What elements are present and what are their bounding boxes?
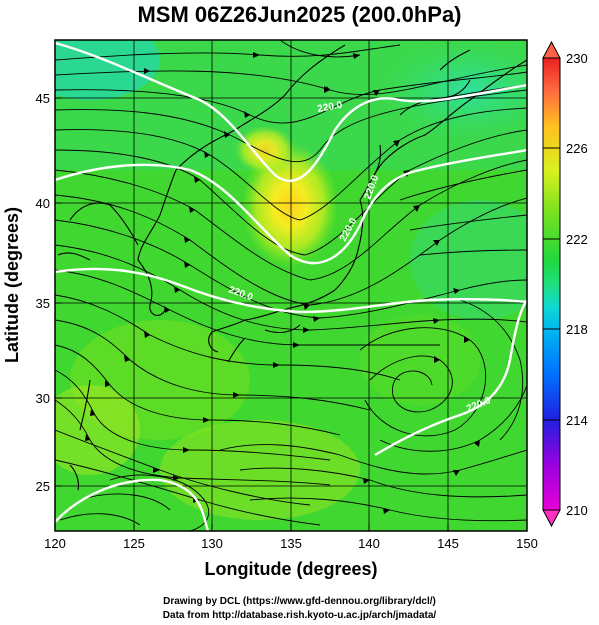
x-tick-label: 150: [516, 536, 538, 551]
colorbar: 230 226 222 218 214 210: [542, 40, 588, 528]
tick-marks: [54, 97, 528, 531]
x-tick-labels: 120 125 130 135 140 145 150: [44, 536, 538, 551]
wind-speed-field: 220.0 220.0 220.0 220.0 220.0: [55, 40, 527, 531]
y-tick-label: 30: [36, 391, 50, 406]
y-tick-label: 40: [36, 196, 50, 211]
x-tick-label: 145: [437, 536, 459, 551]
credit-drawing: Drawing by DCL (https://www.gfd-dennou.o…: [163, 596, 436, 607]
y-tick-label: 25: [36, 479, 50, 494]
graticule: [55, 40, 527, 531]
y-axis-label: Latitude (degrees): [2, 207, 22, 363]
x-tick-label: 130: [201, 536, 223, 551]
colorbar-top-triangle: [542, 40, 561, 59]
y-tick-label: 35: [36, 296, 50, 311]
coastlines: [57, 44, 527, 491]
isotach-contours: [55, 41, 527, 531]
x-tick-label: 135: [280, 536, 302, 551]
colorbar-tick-label: 222: [566, 232, 588, 247]
y-tick-labels: 25 30 35 40 45: [36, 91, 50, 494]
x-tick-label: 140: [358, 536, 380, 551]
colorbar-tick-label: 210: [566, 503, 588, 518]
x-axis-label: Longitude (degrees): [204, 559, 377, 579]
colorbar-bottom-triangle: [542, 509, 561, 528]
y-tick-label: 45: [36, 91, 50, 106]
colorbar-tick-label: 226: [566, 141, 588, 156]
credit-data-source: Data from http://database.rish.kyoto-u.a…: [162, 610, 437, 621]
colorbar-tick-label: 218: [566, 322, 588, 337]
map-title: MSM 06Z26Jun2025 (200.0hPa): [137, 2, 462, 27]
x-tick-label: 125: [123, 536, 145, 551]
colorbar-tick-label: 230: [566, 51, 588, 66]
colorbar-tick-label: 214: [566, 413, 588, 428]
x-tick-label: 120: [44, 536, 66, 551]
contour-label: 220.0: [317, 100, 344, 115]
